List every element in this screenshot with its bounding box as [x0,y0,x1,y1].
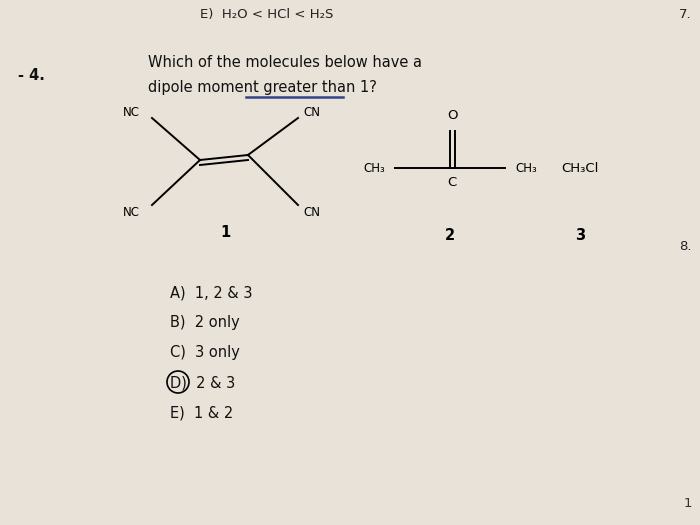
Text: 1: 1 [683,497,692,510]
Text: Which of the molecules below have a: Which of the molecules below have a [148,55,422,70]
Text: NC: NC [123,205,140,218]
Text: CH₃: CH₃ [515,162,537,174]
Text: 8.: 8. [680,240,692,253]
Text: CN: CN [303,106,320,119]
Text: O: O [447,109,457,122]
Text: C: C [447,176,456,189]
Text: 1: 1 [220,225,230,240]
Text: E)  1 & 2: E) 1 & 2 [170,405,233,420]
Text: - 4.: - 4. [18,68,45,83]
Text: 7.: 7. [680,8,692,21]
Text: dipole moment greater than 1?: dipole moment greater than 1? [148,80,377,95]
Text: 2: 2 [445,228,455,243]
Text: CH₃: CH₃ [363,162,385,174]
Text: B)  2 only: B) 2 only [170,315,239,330]
Text: D)  2 & 3: D) 2 & 3 [170,375,235,390]
Text: 3: 3 [575,228,585,243]
Text: NC: NC [123,106,140,119]
Text: CN: CN [303,205,320,218]
Text: A)  1, 2 & 3: A) 1, 2 & 3 [170,285,253,300]
Text: CH₃Cl: CH₃Cl [561,162,598,174]
Text: C)  3 only: C) 3 only [170,345,240,360]
Text: E)  H₂O < HCl < H₂S: E) H₂O < HCl < H₂S [200,8,333,21]
